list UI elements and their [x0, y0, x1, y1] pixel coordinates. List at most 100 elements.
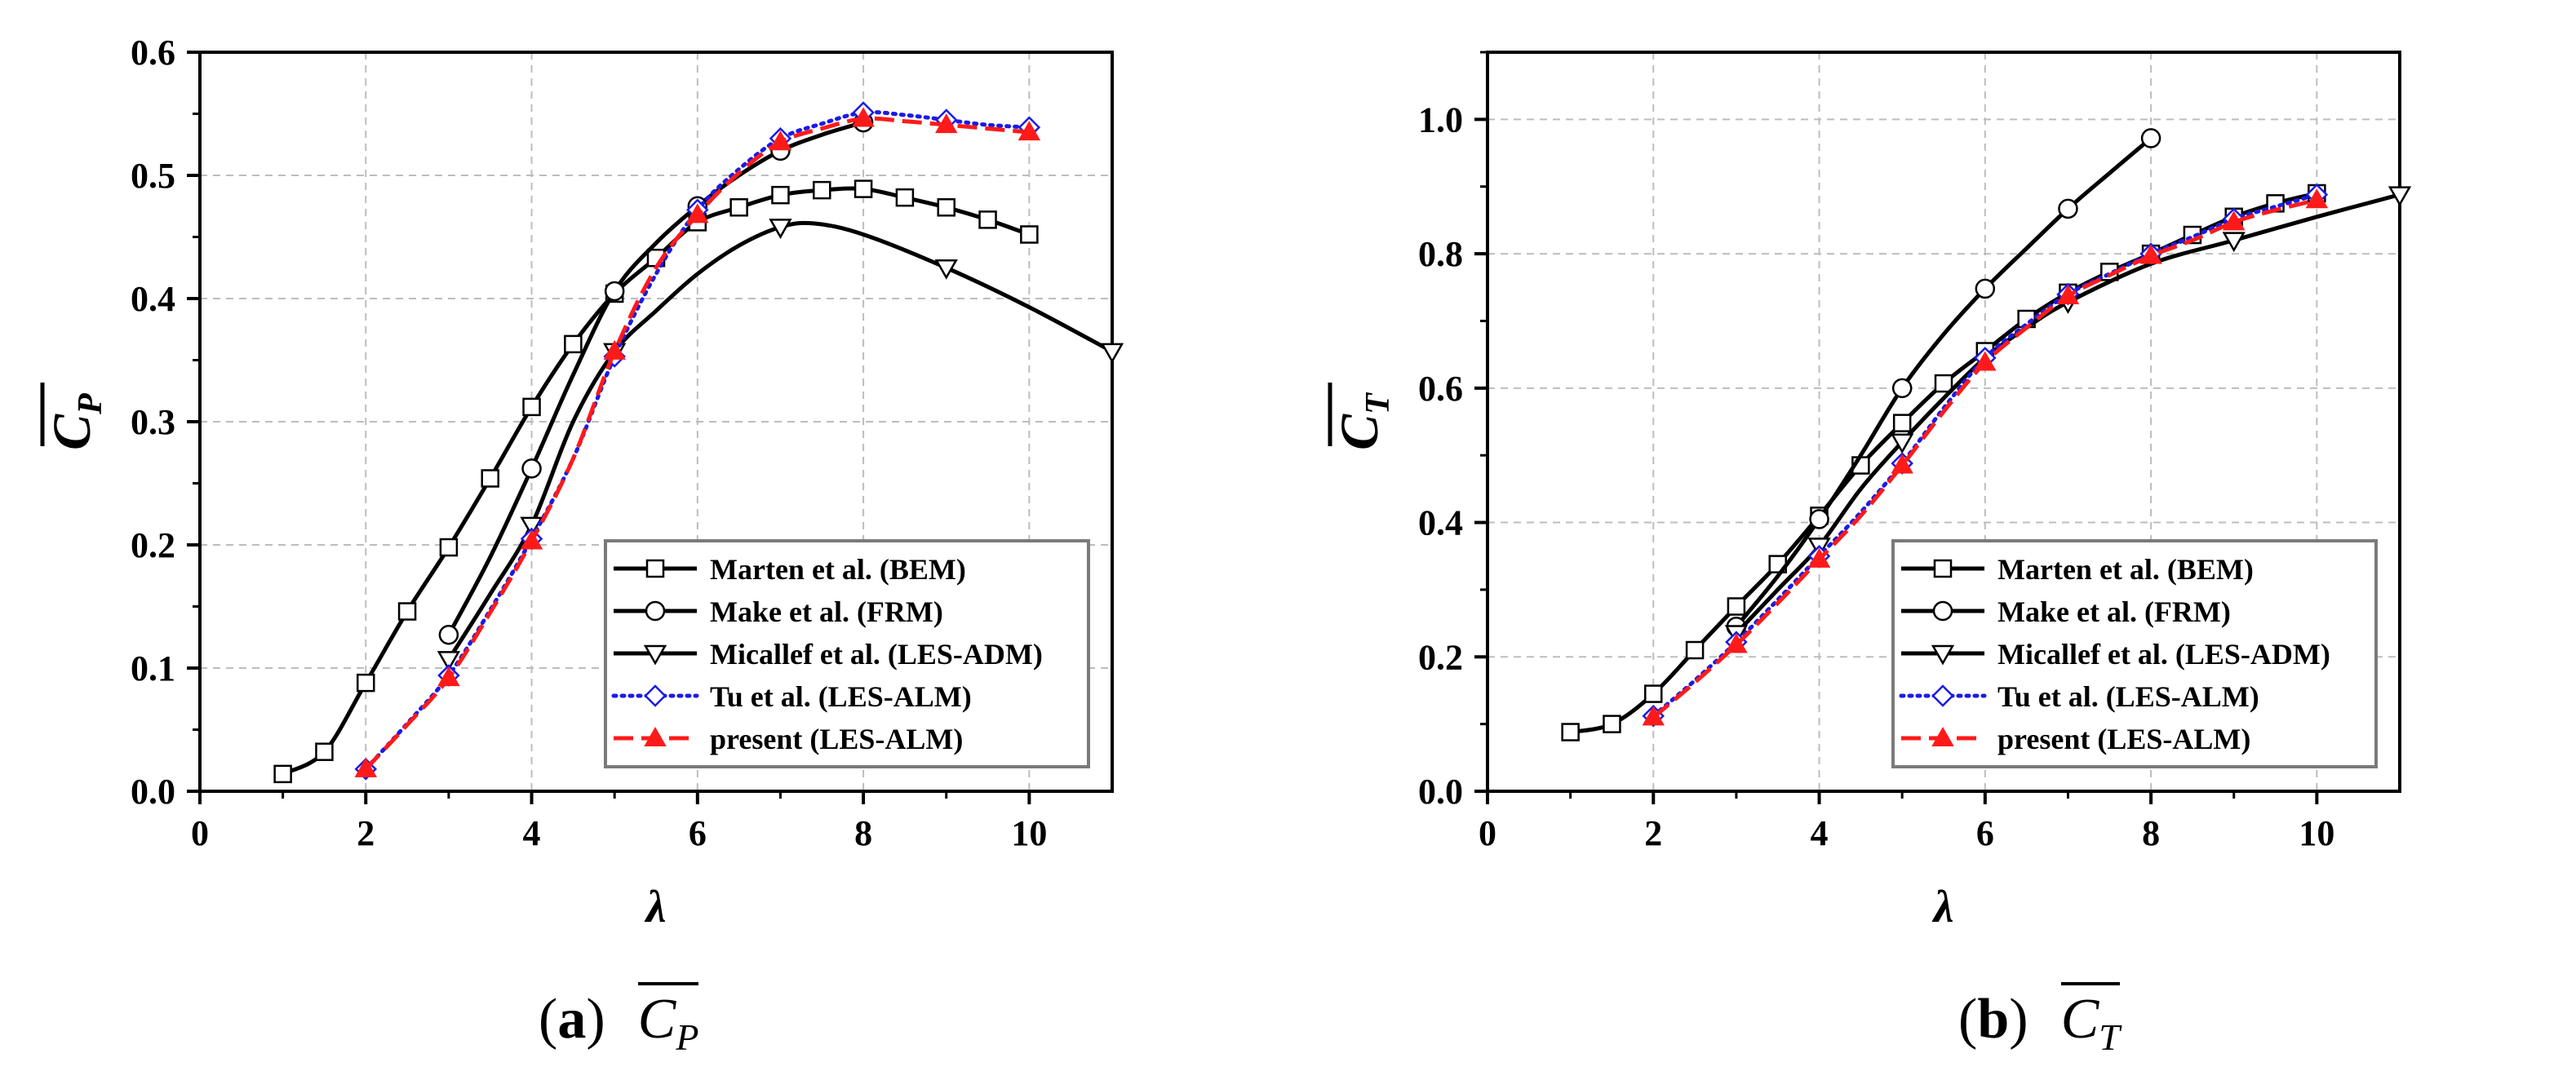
panel-b-series-line-present-les-alm: [1652, 197, 2317, 719]
panel-a-marker-marten-et-al-bem-5: [481, 469, 499, 488]
panel-b-legend-marker-present-les-alm: [1931, 726, 1954, 746]
panel-a-x-tick-label: 0: [191, 813, 209, 853]
panel-b-series-line-make-et-al-frm: [1734, 136, 2153, 628]
panel-a-marker-marten-et-al-bem-6: [522, 397, 541, 417]
panel-a-y-axis-subscript: P: [72, 393, 109, 415]
panel-a-legend-label-marten-et-al-bem: Marten et al. (BEM): [710, 553, 966, 586]
panel-b-y-tick-label: 0.2: [1418, 637, 1463, 677]
panel-b-x-tick-label: 0: [1479, 813, 1496, 853]
panel-b-marker-make-et-al-frm-5: [2140, 128, 2161, 148]
panel-b-marker-marten-et-al-bem-8: [1892, 414, 1912, 432]
panel-b-marker-present-les-alm-5: [2056, 284, 2080, 304]
panel-b-y-axis-title: CT: [1328, 383, 1397, 450]
panel-b-y-axis-symbol: CT: [1330, 392, 1397, 450]
panel-b-legend-entry-micallef-et-al-les-adm: Micallef et al. (LES-ADM): [1901, 638, 2330, 671]
panel-a-series-make-et-al-frm: [438, 112, 874, 645]
caption-panel-a: (a) CP: [539, 975, 699, 1065]
panel-a-legend-marker-present-les-alm: [644, 726, 667, 746]
panel-b-legend-marker-make-et-al-frm: [1932, 600, 1953, 622]
panel-a-y-tick-label: 0.5: [131, 156, 175, 196]
panel-a-x-tick-label: 4: [523, 813, 541, 853]
panel-b-plot-frame: [1486, 51, 2401, 793]
panel-b-ticks: 0 2 4 6 8 10 0.0 0.2 0.4 0.6 0.8 1.0: [1418, 51, 2334, 853]
panel-a-y-tick-label: 0.0: [131, 772, 175, 812]
panel-a-marker-present-les-alm-4: [686, 203, 709, 224]
panel-a-marker-marten-et-al-bem-7: [564, 334, 583, 354]
panel-b-marker-marten-et-al-bem-9: [1934, 374, 1953, 393]
panel-a-legend: Marten et al. (BEM) Make et al. (FRM) Mica…: [604, 539, 1090, 768]
panel-a-series-line-present-les-alm: [364, 116, 1030, 771]
panel-b-marker-present-les-alm-2: [1807, 547, 1831, 568]
panel-a-y-tick-label: 0.6: [131, 33, 175, 73]
panel-b-legend-label-micallef-et-al-les-adm: Micallef et al. (LES-ADM): [1997, 638, 2330, 671]
panel-a-marker-make-et-al-frm-0: [438, 624, 459, 645]
panel-a-marker-micallef-et-al-les-adm-5: [1100, 343, 1124, 364]
panel-a-legend-entry-micallef-et-al-les-adm: Micallef et al. (LES-ADM): [614, 638, 1043, 671]
panel-a-marker-micallef-et-al-les-adm-0: [437, 651, 461, 671]
panel-a-y-tick-label: 0.3: [131, 402, 175, 442]
panel-a-marker-present-les-alm-2: [520, 529, 543, 550]
panel-b-legend-entry-tu-et-al-les-alm: Tu et al. (LES-ALM): [1899, 680, 2259, 713]
panel-b-marker-make-et-al-frm-2: [1891, 378, 1913, 399]
caption-a-symbol: CP: [637, 980, 699, 1059]
panel-b-marker-make-et-al-frm-1: [1809, 509, 1829, 529]
panel-a-y-tick-label: 0.1: [131, 648, 175, 688]
panel-a-marker-marten-et-al-bem-18: [1020, 225, 1039, 244]
panel-b-marker-present-les-alm-6: [2139, 244, 2162, 264]
panel-a-marker-marten-et-al-bem-14: [853, 179, 873, 198]
panel-b-marker-make-et-al-frm-4: [2058, 198, 2078, 219]
panel-a-marker-marten-et-al-bem-4: [439, 538, 459, 557]
panel-b-marker-present-les-alm-1: [1725, 633, 1748, 653]
panel-a-x-tick-label: 8: [854, 813, 872, 853]
panel-a-marker-marten-et-al-bem-3: [397, 602, 417, 621]
panel-a-x-axis-title: λ: [645, 882, 667, 932]
panel-b-marker-present-les-alm-7: [2223, 210, 2246, 231]
panel-a-legend-label-tu-et-al-les-alm: Tu et al. (LES-ALM): [710, 680, 972, 713]
caption-b-letter: b: [1977, 988, 2010, 1051]
panel-a-series-present-les-alm: [354, 107, 1041, 777]
panel-b-marker-marten-et-al-bem-3: [1685, 640, 1705, 660]
panel-b-marker-micallef-et-al-les-adm-4: [2222, 232, 2246, 253]
panel-a-marker-marten-et-al-bem-1: [315, 742, 334, 761]
panel-b-x-tick-label: 2: [1644, 813, 1662, 853]
panel-a-marker-marten-et-al-bem-12: [771, 185, 790, 205]
chart-panel-a: 0 2 4 6 8 10 0.0 0.1 0.2 0.3 0.4 0.5 0.6 λ CP Marten et…: [40, 33, 1124, 932]
panel-a-legend-label-micallef-et-al-les-adm: Micallef et al. (LES-ADM): [710, 638, 1043, 671]
panel-b-series-present-les-alm: [1642, 188, 2329, 726]
panel-a-x-tick-label: 6: [689, 813, 707, 853]
panel-b-marker-marten-et-al-bem-4: [1727, 597, 1746, 616]
panel-a-marker-present-les-alm-3: [603, 339, 626, 360]
panel-b-legend-entry-make-et-al-frm: Make et al. (FRM): [1901, 595, 2231, 628]
panel-a-legend-entry-present-les-alm: present (LES-ALM): [614, 723, 963, 755]
panel-a-marker-marten-et-al-bem-2: [357, 673, 375, 693]
panel-b-series-line-tu-et-al-les-alm: [1651, 193, 2319, 719]
panel-b-series-make-et-al-frm: [1726, 128, 2161, 637]
panel-a-marker-micallef-et-al-les-adm-4: [934, 259, 958, 280]
panel-a-marker-marten-et-al-bem-13: [813, 180, 831, 200]
panel-a-marker-marten-et-al-bem-15: [895, 188, 915, 207]
chart-panel-b: 0 2 4 6 8 10 0.0 0.2 0.4 0.6 0.8 1.0 λ CT Marten et al…: [1328, 51, 2412, 932]
panel-a-legend-entry-make-et-al-frm: Make et al. (FRM): [614, 595, 943, 628]
panel-b-y-tick-label: 0.6: [1418, 369, 1463, 409]
panel-a-marker-marten-et-al-bem-16: [937, 198, 955, 217]
panel-a-ticks: 0 2 4 6 8 10 0.0 0.1 0.2 0.3 0.4 0.5 0.6: [131, 33, 1047, 853]
panel-b-marker-marten-et-al-bem-1: [1603, 715, 1621, 733]
panel-a-legend-entry-tu-et-al-les-alm: Tu et al. (LES-ALM): [611, 680, 972, 713]
panel-a-y-tick-label: 0.2: [131, 525, 175, 565]
panel-a-legend-marker-tu-et-al-les-alm: [644, 684, 667, 707]
panel-b-marker-present-les-alm-8: [2305, 188, 2329, 209]
panel-b-legend-label-tu-et-al-les-alm: Tu et al. (LES-ALM): [1997, 680, 2259, 713]
panel-b-legend-label-make-et-al-frm: Make et al. (FRM): [1997, 595, 2231, 628]
panel-b-x-axis-title: λ: [1932, 882, 1954, 932]
panel-b-x-tick-label: 10: [2299, 813, 2334, 853]
panel-a-marker-micallef-et-al-les-adm-3: [769, 219, 792, 239]
panel-a-marker-present-les-alm-6: [852, 107, 875, 127]
panel-b-legend-marker-micallef-et-al-les-adm: [1931, 644, 1955, 666]
panel-b-marker-marten-et-al-bem-2: [1644, 684, 1663, 703]
panel-a-marker-present-les-alm-0: [354, 757, 377, 777]
panel-b-legend-label-present-les-alm: present (LES-ALM): [1997, 723, 2250, 755]
caption-a-letter: a: [557, 988, 587, 1051]
panel-b-legend-entry-present-les-alm: present (LES-ALM): [1901, 723, 2250, 755]
panel-a-marker-present-les-alm-8: [1018, 121, 1041, 141]
